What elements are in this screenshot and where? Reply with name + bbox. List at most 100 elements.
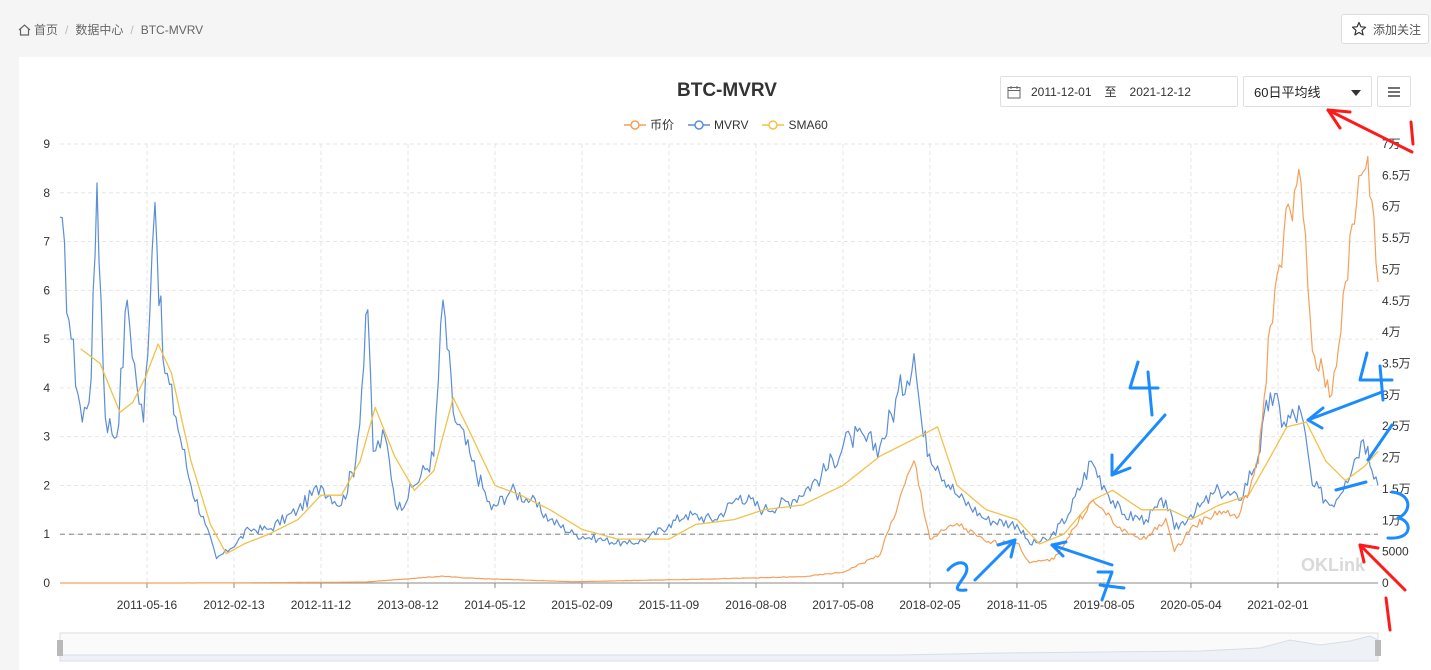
x-tick-label: 2018-11-05 <box>987 598 1048 612</box>
x-tick-label: 2016-08-08 <box>725 598 787 612</box>
series-sma60-line <box>80 343 1379 555</box>
y-left-tick-label: 3 <box>43 430 50 444</box>
annotation-blue-digit-2-second <box>1096 570 1126 602</box>
y-right-tick-label: 6万 <box>1382 200 1401 214</box>
x-tick-label: 2012-02-13 <box>203 598 265 612</box>
y-left-tick-label: 0 <box>43 576 50 590</box>
home-icon[interactable] <box>18 23 31 36</box>
annotation-red-mark-top <box>1409 120 1415 146</box>
y-right-tick-label: 3万 <box>1382 388 1401 402</box>
zoom-slider-handle-left[interactable] <box>57 640 63 656</box>
annotation-blue-arrow-3-lower <box>1334 480 1368 492</box>
y-right-tick-label: 2万 <box>1382 451 1401 465</box>
x-tick-label: 2017-05-08 <box>812 598 874 612</box>
annotation-blue-arrow-2-second <box>1050 543 1114 567</box>
annotation-blue-arrowhead-2-second <box>1050 540 1068 558</box>
legend-sma60-marker <box>762 119 785 130</box>
annotation-blue-arrowhead-2 <box>996 538 1017 559</box>
annotation-red-arrow-bottom <box>1358 543 1407 592</box>
annotation-layer <box>946 108 1415 632</box>
breadcrumb-current: BTC-MVRV <box>140 22 204 37</box>
annotation-blue-arrow-2 <box>973 538 1017 582</box>
breadcrumb: 首页 / 数据中心 / BTC-MVRV <box>18 21 203 38</box>
legend-item-price[interactable]: 币价 <box>624 116 674 133</box>
breadcrumb-separator: / <box>130 22 134 37</box>
legend-price-label: 币价 <box>650 118 675 132</box>
annotation-red-arrowhead-bottom <box>1358 543 1380 564</box>
x-tick-label: 2018-02-05 <box>899 598 961 612</box>
y-left-tick-label: 5 <box>43 332 50 346</box>
x-tick-label: 2011-05-16 <box>117 598 178 612</box>
x-tick-label: 2015-02-09 <box>551 598 613 612</box>
axis-layer: 0123456789050001万1.5万2万2.5万3万3.5万4万4.5万5… <box>43 137 1410 612</box>
chart-legend: 币价 MVRV SMA60 <box>624 116 828 133</box>
x-tick-label: 2015-11-09 <box>639 598 700 612</box>
y-right-tick-label: 5万 <box>1382 262 1401 276</box>
annotation-blue-arrowhead-4-right <box>1306 406 1325 430</box>
legend-sma60-label: SMA60 <box>788 117 828 132</box>
date-range-separator: 至 <box>1104 85 1117 99</box>
annotation-blue-digit-4-right <box>1358 351 1394 402</box>
y-right-tick-label: 3.5万 <box>1382 357 1411 371</box>
calendar-icon <box>1007 85 1021 98</box>
x-tick-label: 2021-02-01 <box>1247 598 1309 612</box>
legend-item-mvrv[interactable]: MVRV <box>688 116 748 133</box>
annotation-blue-arrow-4-left <box>1110 413 1167 477</box>
y-left-tick-label: 9 <box>43 137 50 151</box>
add-follow-button[interactable]: 添加关注 <box>1341 14 1429 44</box>
y-right-tick-label: 0 <box>1382 576 1389 590</box>
grid-layer <box>60 143 1378 583</box>
breadcrumb-separator: / <box>65 22 69 37</box>
breadcrumb-home[interactable]: 首页 <box>34 23 59 37</box>
x-tick-label: 2012-11-12 <box>291 598 352 612</box>
x-tick-label: 2013-08-12 <box>377 598 439 612</box>
annotation-blue-arrow-4-right <box>1306 390 1384 422</box>
y-right-tick-label: 6.5万 <box>1382 168 1411 182</box>
annotation-blue-digit-2 <box>946 561 969 592</box>
date-start-input[interactable]: 2011-12-01 <box>1031 84 1092 99</box>
y-left-tick-label: 4 <box>43 381 50 395</box>
moving-average-selected: 60日平均线 <box>1254 85 1321 100</box>
zoom-slider <box>57 632 1381 662</box>
chart-title: BTC-MVRV <box>677 80 777 101</box>
chart-card <box>19 57 1431 670</box>
annotation-blue-arrowhead-4-left <box>1110 453 1132 477</box>
y-right-tick-label: 4万 <box>1382 325 1401 339</box>
watermark-text: OKLink <box>1301 555 1366 575</box>
y-left-tick-label: 1 <box>43 527 50 541</box>
legend-item-sma60[interactable]: SMA60 <box>762 116 828 133</box>
add-follow-label: 添加关注 <box>1373 22 1422 37</box>
date-end-input[interactable]: 2021-12-12 <box>1129 84 1191 99</box>
y-left-tick-label: 2 <box>43 478 50 492</box>
x-tick-label: 2020-05-04 <box>1160 598 1222 612</box>
breadcrumb-section[interactable]: 数据中心 <box>75 23 124 37</box>
y-right-tick-label: 5000 <box>1382 545 1409 559</box>
zoom-slider-preview <box>59 635 1379 662</box>
legend-mvrv-marker <box>688 119 711 130</box>
zoom-slider-handle-right[interactable] <box>1375 640 1381 656</box>
series-price-line <box>60 155 1379 584</box>
y-right-tick-label: 5.5万 <box>1382 231 1411 245</box>
moving-average-select[interactable]: 60日平均线 <box>1243 76 1372 107</box>
y-left-tick-label: 7 <box>43 235 50 249</box>
annotation-red-arrow-top <box>1326 108 1414 154</box>
annotation-red-mark-bottom <box>1384 596 1392 632</box>
y-right-tick-label: 4.5万 <box>1382 294 1411 308</box>
series-mvrv-line <box>59 182 1379 560</box>
series-layer <box>59 155 1379 584</box>
annotation-blue-digit-3 <box>1386 490 1410 540</box>
chart-menu-button[interactable] <box>1377 76 1411 107</box>
y-left-tick-label: 8 <box>43 186 50 200</box>
y-right-tick-label: 1.5万 <box>1382 482 1411 496</box>
star-icon <box>1351 21 1367 36</box>
legend-price-marker <box>624 119 646 130</box>
menu-icon <box>1388 86 1400 97</box>
chevron-down-icon <box>1351 90 1361 96</box>
watermark-layer: OKLink <box>1301 555 1366 575</box>
annotation-red-arrowhead-top <box>1326 108 1352 130</box>
y-right-tick-label: 1万 <box>1382 513 1401 527</box>
x-tick-label: 2014-05-12 <box>464 598 526 612</box>
x-tick-label: 2019-08-05 <box>1073 598 1135 612</box>
date-range-picker[interactable]: 2011-12-01 至 2021-12-12 <box>1000 76 1238 107</box>
